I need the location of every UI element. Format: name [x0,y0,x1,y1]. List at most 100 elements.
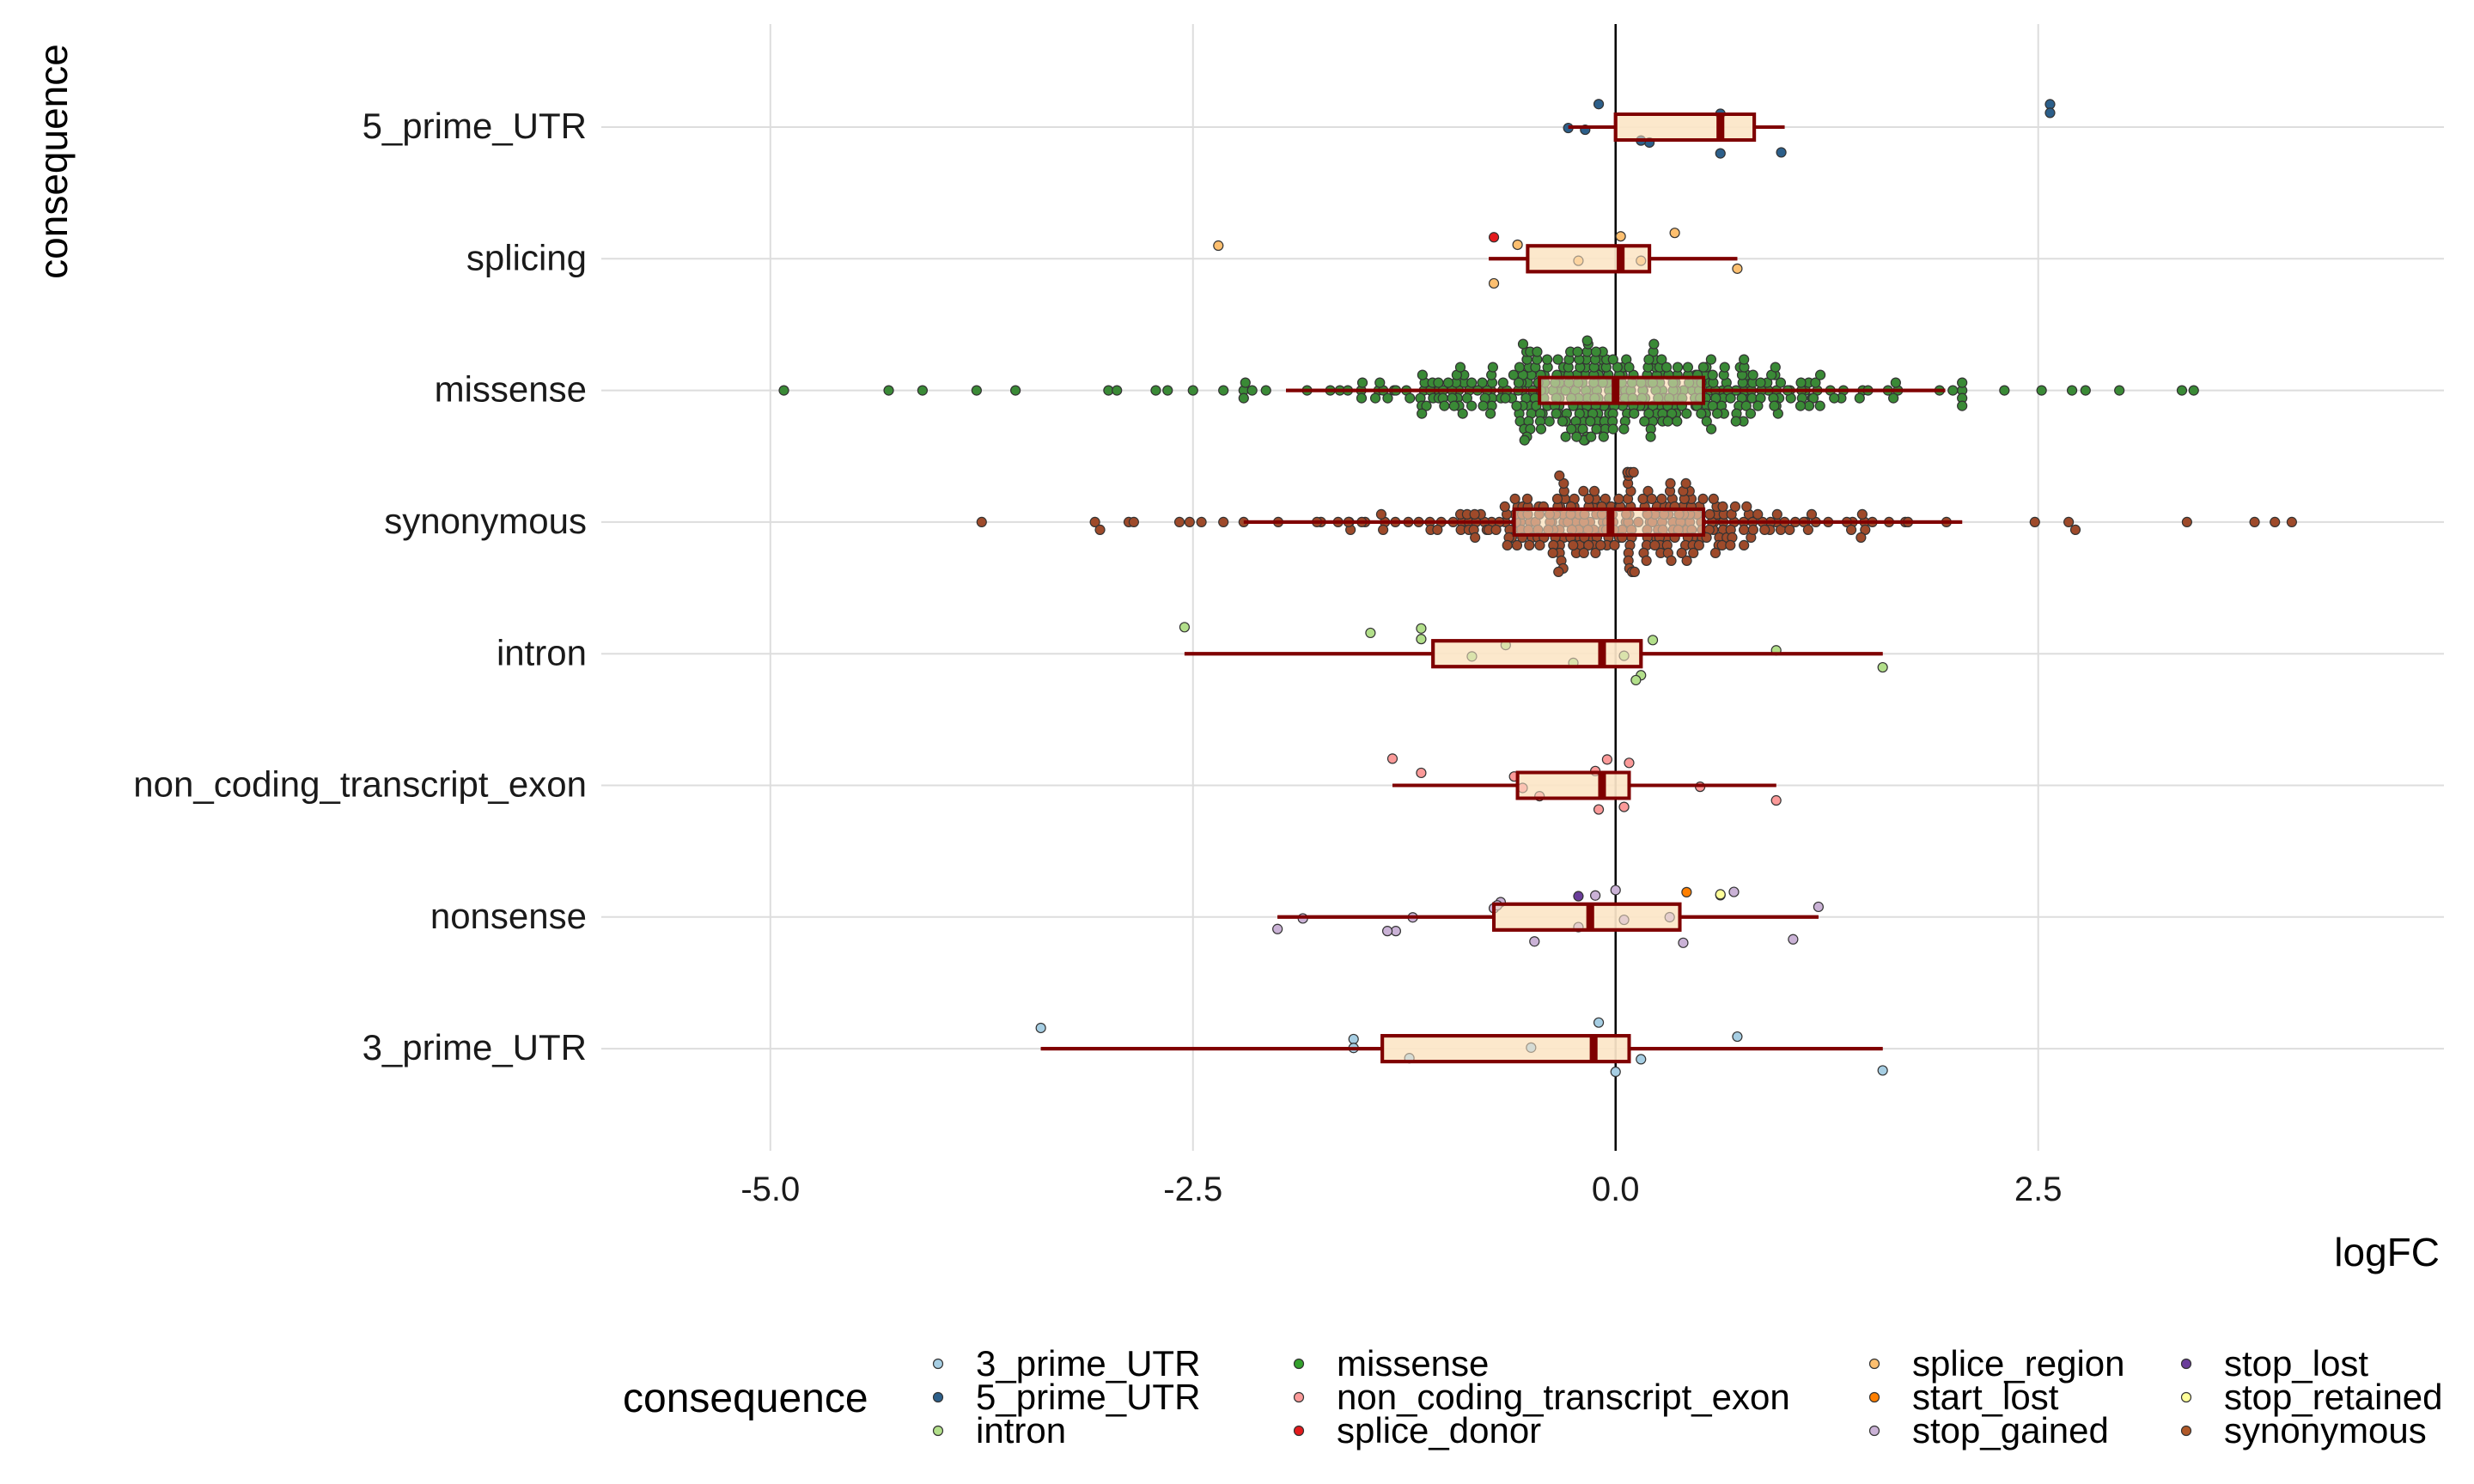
data-point [1513,377,1525,388]
data-point [1707,400,1718,411]
data-point [1814,369,1826,380]
legend-label: splice_region [1912,1343,2125,1384]
data-point [1612,362,1623,373]
data-point [1544,416,1555,427]
data-point [1417,369,1428,380]
data-point [1416,634,1427,645]
data-point [1888,392,1899,404]
data-point [1532,346,1543,357]
legend-item: 3_prime_UTR [932,1343,1200,1384]
data-point [2036,385,2047,396]
legend-swatch [1293,1358,1305,1370]
legend-swatch [1868,1425,1880,1437]
legend-swatch [2180,1358,2192,1370]
data-point [1662,416,1673,427]
data-point [2029,516,2040,528]
data-point [1759,524,1770,536]
data-point [1715,889,1726,900]
data-point [1454,362,1466,373]
data-point [1666,555,1677,567]
data-point [1697,493,1709,505]
data-point [1877,661,1888,673]
data-point [1484,408,1496,419]
data-point [1593,1017,1605,1028]
data-point [1566,423,1577,435]
data-point [1381,926,1393,937]
data-point [1629,566,1640,578]
data-point [1500,392,1511,404]
data-point [1739,539,1750,551]
data-point [1680,477,1691,490]
data-point [1739,524,1750,536]
data-point [1535,423,1547,435]
data-point [1519,435,1530,446]
data-point [1478,400,1489,411]
data-point [1740,400,1752,411]
legend-item: synonymous [2180,1410,2427,1451]
data-point [1517,338,1529,350]
data-point [1739,354,1750,365]
data-point [1529,936,1540,947]
data-point [1770,794,1782,806]
data-point [1521,493,1533,505]
box-iqr-overlay [1515,770,1631,800]
data-point [2270,516,2281,528]
data-point [1466,400,1478,411]
y-tick-label: 3_prime_UTR [363,1027,587,1067]
data-point [1416,767,1427,779]
data-point [1732,263,1743,274]
data-point [1585,416,1596,427]
data-point [1598,431,1609,442]
data-point [1649,539,1661,551]
data-point [1814,400,1825,411]
data-point [1672,416,1683,427]
data-point [1693,539,1704,551]
data-point [1795,400,1807,411]
data-point [1665,477,1676,490]
y-tick-label: 5_prime_UTR [363,106,587,146]
legend-label: stop_lost [2224,1343,2368,1384]
data-point [1184,516,1195,528]
data-point [1784,524,1795,536]
data-point [1196,516,1207,528]
data-point [1457,408,1468,419]
data-point [1374,377,1386,388]
legend-swatch [932,1391,944,1403]
legend-item: non_coding_transcript_exon [1293,1377,1790,1417]
data-point [1643,408,1654,419]
data-point [1595,539,1606,551]
data-point [1678,937,1689,948]
data-point [1747,524,1758,536]
data-point [1583,539,1594,551]
data-point [1502,539,1513,551]
data-point [1593,804,1605,815]
data-point [1512,239,1523,251]
data-point [1558,477,1569,490]
data-point [1645,431,1656,442]
data-point [1656,354,1667,365]
data-point [1442,377,1454,388]
data-point [1601,754,1612,765]
x-tick-label: -5.0 [740,1171,800,1208]
data-point [1717,501,1728,513]
data-point [1957,377,1968,388]
data-point [1629,408,1640,419]
data-point [1238,392,1249,404]
data-point [1769,400,1780,411]
data-point [1641,555,1652,567]
data-point [1877,1065,1888,1076]
data-point [1187,385,1198,396]
y-axis-title: consequence [31,44,76,279]
data-point [2044,107,2056,119]
legend-label: stop_gained [1912,1410,2109,1451]
data-point [1162,385,1173,396]
data-point [1378,524,1389,536]
data-point [1648,338,1660,350]
data-point [1728,886,1740,897]
data-point [1643,354,1654,365]
data-point [2114,385,2125,396]
legend-title: consequence [623,1376,868,1421]
data-point [1802,524,1813,536]
data-point [2188,385,2199,396]
data-point [1706,423,1717,435]
